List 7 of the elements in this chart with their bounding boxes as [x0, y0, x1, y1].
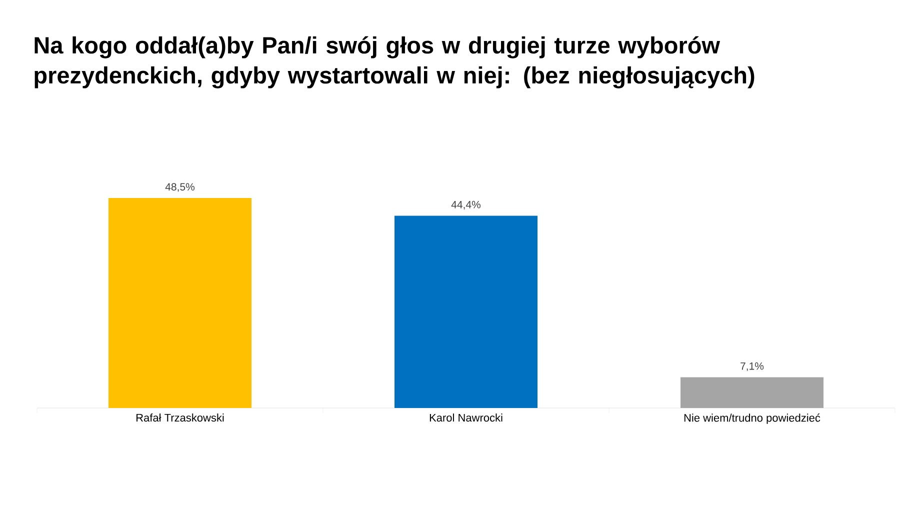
data-label: 7,1%: [740, 362, 764, 372]
data-label: 44,4%: [451, 200, 481, 210]
x-tick-label: Nie wiem/trudno powiedzieć: [684, 414, 820, 424]
data-label: 48,5%: [165, 183, 195, 192]
x-tick-label: Rafał Trzaskowski: [136, 414, 224, 422]
x-tick-label: Karol Nawrocki: [430, 414, 502, 422]
chart-title: Na kogo oddał(a)by Pan/i swój głos w drugiej turze wyborów prezydenckich, gdyby wystartowali w niej: (bez niegłosujących): [34, 36, 754, 88]
